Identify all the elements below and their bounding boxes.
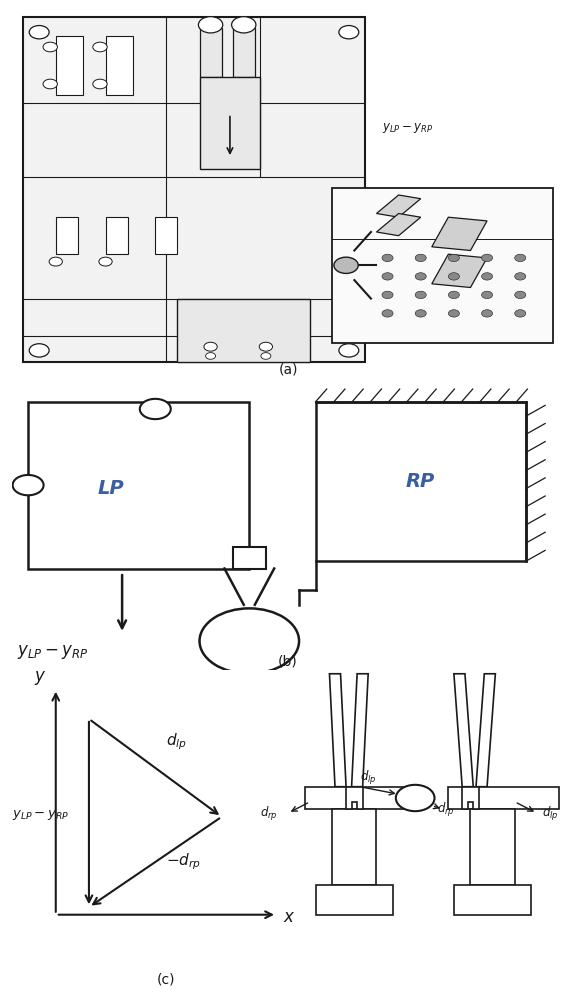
Circle shape (382, 273, 393, 280)
Text: (a): (a) (278, 362, 298, 376)
Polygon shape (351, 674, 368, 787)
Bar (56, 36, 84, 95)
Bar (199, 77, 260, 169)
Circle shape (382, 291, 393, 299)
Circle shape (334, 257, 358, 273)
Text: x: x (283, 908, 293, 926)
Bar (454, 885, 531, 915)
Bar (332, 188, 554, 343)
Circle shape (339, 26, 359, 39)
Polygon shape (462, 787, 479, 809)
Bar (156, 217, 177, 254)
Circle shape (482, 310, 492, 317)
Circle shape (448, 291, 460, 299)
Circle shape (482, 291, 492, 299)
Circle shape (93, 42, 107, 52)
Circle shape (49, 257, 62, 266)
Polygon shape (432, 254, 487, 288)
Bar (305, 787, 415, 809)
Circle shape (198, 17, 223, 33)
Circle shape (482, 273, 492, 280)
Circle shape (29, 26, 49, 39)
Text: LP: LP (98, 479, 124, 498)
Circle shape (448, 310, 460, 317)
Circle shape (515, 291, 526, 299)
Text: $d_{rp}$: $d_{rp}$ (260, 805, 278, 823)
Text: $y_{LP}-y_{RP}$: $y_{LP}-y_{RP}$ (12, 808, 69, 822)
Circle shape (382, 254, 393, 262)
Bar (56, 217, 78, 254)
Text: $y_{LP}-y_{RP}$: $y_{LP}-y_{RP}$ (17, 643, 89, 661)
Circle shape (13, 475, 44, 495)
Circle shape (99, 257, 112, 266)
Circle shape (93, 79, 107, 89)
Circle shape (515, 310, 526, 317)
Bar (233, 547, 266, 568)
Bar (199, 28, 222, 77)
Circle shape (199, 608, 299, 674)
Circle shape (261, 353, 271, 359)
Circle shape (448, 273, 460, 280)
Circle shape (482, 254, 492, 262)
Circle shape (515, 273, 526, 280)
Text: $d_{lp}$: $d_{lp}$ (543, 805, 559, 823)
Bar (233, 28, 255, 77)
Polygon shape (377, 214, 420, 236)
Circle shape (259, 342, 272, 351)
Bar (332, 809, 377, 885)
Polygon shape (346, 787, 363, 809)
Bar (22, 17, 365, 361)
Polygon shape (329, 674, 346, 787)
Circle shape (415, 291, 426, 299)
Polygon shape (476, 674, 495, 787)
Text: y: y (34, 667, 44, 685)
Bar (316, 402, 526, 561)
Text: (b): (b) (278, 654, 298, 668)
Circle shape (448, 254, 460, 262)
Circle shape (515, 254, 526, 262)
Bar (105, 36, 133, 95)
Circle shape (206, 353, 215, 359)
Bar (177, 299, 310, 361)
Circle shape (415, 273, 426, 280)
Text: $d_{rp}$: $d_{rp}$ (437, 801, 455, 819)
Bar (28, 402, 249, 568)
Circle shape (382, 310, 393, 317)
Text: $d_{lp}$: $d_{lp}$ (166, 731, 187, 752)
Bar (448, 787, 559, 809)
Circle shape (204, 342, 217, 351)
Circle shape (232, 17, 256, 33)
Circle shape (140, 399, 170, 419)
Circle shape (43, 42, 58, 52)
Circle shape (415, 254, 426, 262)
Polygon shape (377, 195, 420, 217)
Circle shape (29, 344, 49, 357)
Polygon shape (454, 674, 473, 787)
Ellipse shape (396, 785, 434, 811)
Bar (105, 217, 128, 254)
Text: $d_{lp}$: $d_{lp}$ (360, 769, 377, 787)
Text: $-d_{rp}$: $-d_{rp}$ (166, 852, 202, 872)
Circle shape (339, 344, 359, 357)
Circle shape (43, 79, 58, 89)
Text: RP: RP (406, 472, 435, 491)
Circle shape (415, 310, 426, 317)
Text: $y_{LP}-y_{RP}$: $y_{LP}-y_{RP}$ (382, 121, 433, 135)
Bar (471, 809, 515, 885)
Text: (c): (c) (157, 972, 176, 986)
Polygon shape (432, 217, 487, 250)
Bar (316, 885, 393, 915)
